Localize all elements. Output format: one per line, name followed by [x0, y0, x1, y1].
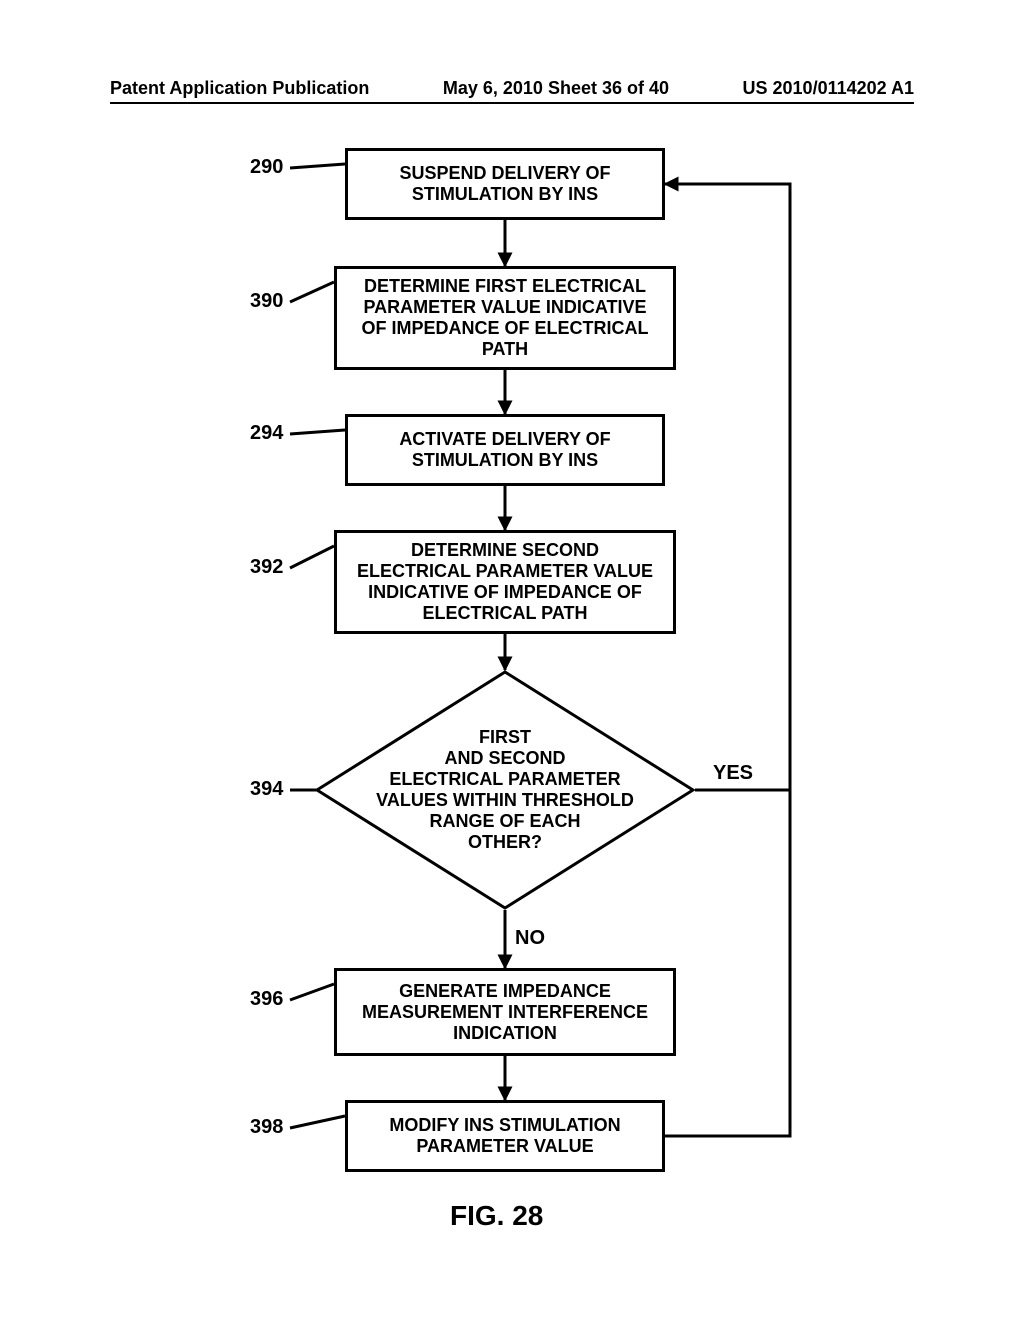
flowchart-ref-398: 398: [250, 1116, 283, 1139]
flowchart-node-n394: FIRSTAND SECONDELECTRICAL PARAMETERVALUE…: [315, 670, 695, 910]
flowchart-ref-390: 390: [250, 290, 283, 313]
flowchart-node-n290: SUSPEND DELIVERY OFSTIMULATION BY INS: [345, 148, 665, 220]
header-rule: [110, 102, 914, 104]
edge-label-yes: YES: [713, 762, 753, 785]
flowchart-node-n398: MODIFY INS STIMULATIONPARAMETER VALUE: [345, 1100, 665, 1172]
flowchart-node-n294: ACTIVATE DELIVERY OFSTIMULATION BY INS: [345, 414, 665, 486]
flowchart-node-n390: DETERMINE FIRST ELECTRICALPARAMETER VALU…: [334, 266, 676, 370]
flowchart-ref-394: 394: [250, 778, 283, 801]
header-right: US 2010/0114202 A1: [743, 78, 914, 99]
page-header: Patent Application Publication May 6, 20…: [110, 78, 914, 99]
flowchart-node-n392: DETERMINE SECONDELECTRICAL PARAMETER VAL…: [334, 530, 676, 634]
flowchart-ref-294: 294: [250, 422, 283, 445]
figure-label: FIG. 28: [450, 1200, 543, 1232]
header-center: May 6, 2010 Sheet 36 of 40: [443, 78, 669, 99]
flowchart-node-n396: GENERATE IMPEDANCEMEASUREMENT INTERFEREN…: [334, 968, 676, 1056]
edge-label-no: NO: [515, 927, 545, 950]
flowchart-ref-290: 290: [250, 156, 283, 179]
flowchart-ref-392: 392: [250, 556, 283, 579]
header-left: Patent Application Publication: [110, 78, 369, 99]
page: Patent Application Publication May 6, 20…: [0, 0, 1024, 1320]
flowchart-ref-396: 396: [250, 988, 283, 1011]
